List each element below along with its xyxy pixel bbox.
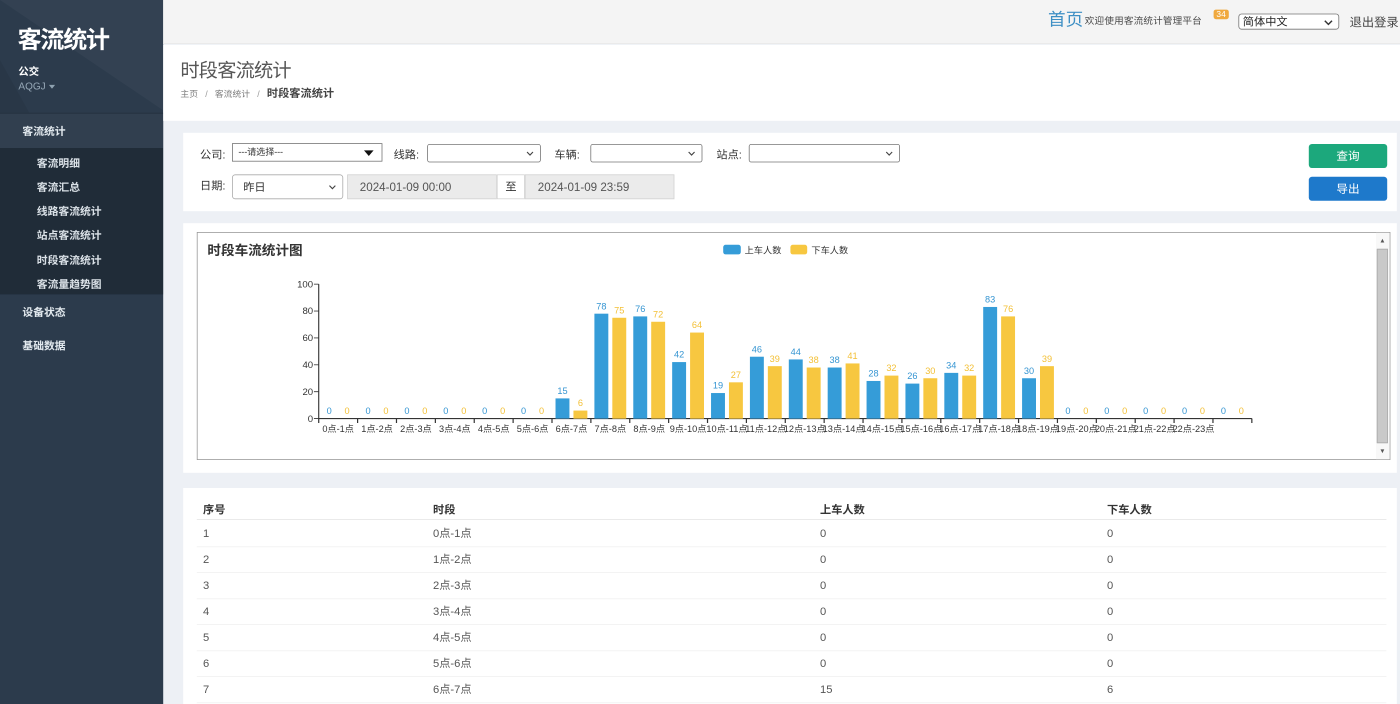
svg-text:39: 39 <box>770 351 780 365</box>
svg-text:83: 83 <box>985 292 995 306</box>
svg-text:64: 64 <box>692 317 702 331</box>
svg-text:0: 0 <box>1200 403 1205 417</box>
svg-text:0: 0 <box>308 411 313 425</box>
svg-text:7点-8点: 7点-8点 <box>595 421 627 435</box>
svg-text:100: 100 <box>297 276 313 290</box>
svg-text:32: 32 <box>887 360 897 374</box>
svg-text:0: 0 <box>1122 403 1127 417</box>
svg-text:46: 46 <box>752 341 762 355</box>
svg-text:78: 78 <box>596 298 606 312</box>
svg-text:20点-21点: 20点-21点 <box>1095 421 1137 435</box>
svg-text:40: 40 <box>303 357 314 371</box>
svg-text:14点-15点: 14点-15点 <box>862 421 904 435</box>
svg-text:0: 0 <box>1221 403 1226 417</box>
svg-text:0: 0 <box>1104 403 1109 417</box>
svg-text:20: 20 <box>303 384 314 398</box>
svg-text:19点-20点: 19点-20点 <box>1056 421 1098 435</box>
svg-text:0: 0 <box>405 403 410 417</box>
svg-text:0: 0 <box>1182 403 1187 417</box>
svg-text:18点-19点: 18点-19点 <box>1017 421 1059 435</box>
svg-text:0: 0 <box>521 403 526 417</box>
svg-text:1点-2点: 1点-2点 <box>361 421 393 435</box>
svg-text:22点-23点: 22点-23点 <box>1173 421 1215 435</box>
svg-text:13点-14点: 13点-14点 <box>823 421 865 435</box>
svg-text:0: 0 <box>1143 403 1148 417</box>
svg-text:76: 76 <box>1003 301 1013 315</box>
svg-text:17点-18点: 17点-18点 <box>978 421 1020 435</box>
svg-text:72: 72 <box>653 306 663 320</box>
svg-text:0: 0 <box>423 403 428 417</box>
svg-text:21点-22点: 21点-22点 <box>1134 421 1176 435</box>
svg-text:38: 38 <box>830 352 840 366</box>
svg-text:30: 30 <box>925 363 935 377</box>
svg-text:10点-11点: 10点-11点 <box>707 421 748 435</box>
svg-text:19: 19 <box>713 378 723 392</box>
svg-text:0: 0 <box>327 403 332 417</box>
svg-text:34: 34 <box>946 357 956 371</box>
svg-text:38: 38 <box>809 352 819 366</box>
svg-text:39: 39 <box>1042 351 1052 365</box>
svg-text:75: 75 <box>614 302 624 316</box>
svg-text:12点-13点: 12点-13点 <box>784 421 826 435</box>
svg-text:0: 0 <box>1083 403 1088 417</box>
svg-text:80: 80 <box>303 303 314 317</box>
svg-text:42: 42 <box>674 347 684 361</box>
svg-text:0: 0 <box>461 403 466 417</box>
svg-text:30: 30 <box>1024 363 1034 377</box>
svg-text:2点-3点: 2点-3点 <box>400 421 432 435</box>
svg-text:0: 0 <box>482 403 487 417</box>
svg-text:27: 27 <box>731 367 741 381</box>
svg-text:6: 6 <box>578 395 583 409</box>
svg-text:4点-5点: 4点-5点 <box>478 421 510 435</box>
svg-text:8点-9点: 8点-9点 <box>634 421 666 435</box>
svg-text:0: 0 <box>1066 403 1071 417</box>
svg-text:5点-6点: 5点-6点 <box>517 421 549 435</box>
svg-text:9点-10点: 9点-10点 <box>670 421 707 435</box>
svg-text:0: 0 <box>1161 403 1166 417</box>
svg-text:0: 0 <box>1239 403 1244 417</box>
svg-text:0: 0 <box>539 403 544 417</box>
svg-text:41: 41 <box>848 348 858 362</box>
svg-text:6点-7点: 6点-7点 <box>556 421 588 435</box>
svg-text:16点-17点: 16点-17点 <box>940 421 982 435</box>
svg-text:0: 0 <box>443 403 448 417</box>
svg-text:0: 0 <box>500 403 505 417</box>
svg-text:15点-16点: 15点-16点 <box>901 421 943 435</box>
svg-text:0: 0 <box>384 403 389 417</box>
svg-text:0: 0 <box>366 403 371 417</box>
svg-text:44: 44 <box>791 344 801 358</box>
svg-text:32: 32 <box>964 360 974 374</box>
svg-text:15: 15 <box>558 383 568 397</box>
svg-text:28: 28 <box>869 366 879 380</box>
svg-text:0点-1点: 0点-1点 <box>323 421 355 435</box>
svg-text:26: 26 <box>907 368 917 382</box>
svg-text:76: 76 <box>635 301 645 315</box>
svg-text:11点-12点: 11点-12点 <box>745 421 786 435</box>
svg-text:0: 0 <box>345 403 350 417</box>
svg-text:3点-4点: 3点-4点 <box>439 421 471 435</box>
svg-text:60: 60 <box>303 330 314 344</box>
